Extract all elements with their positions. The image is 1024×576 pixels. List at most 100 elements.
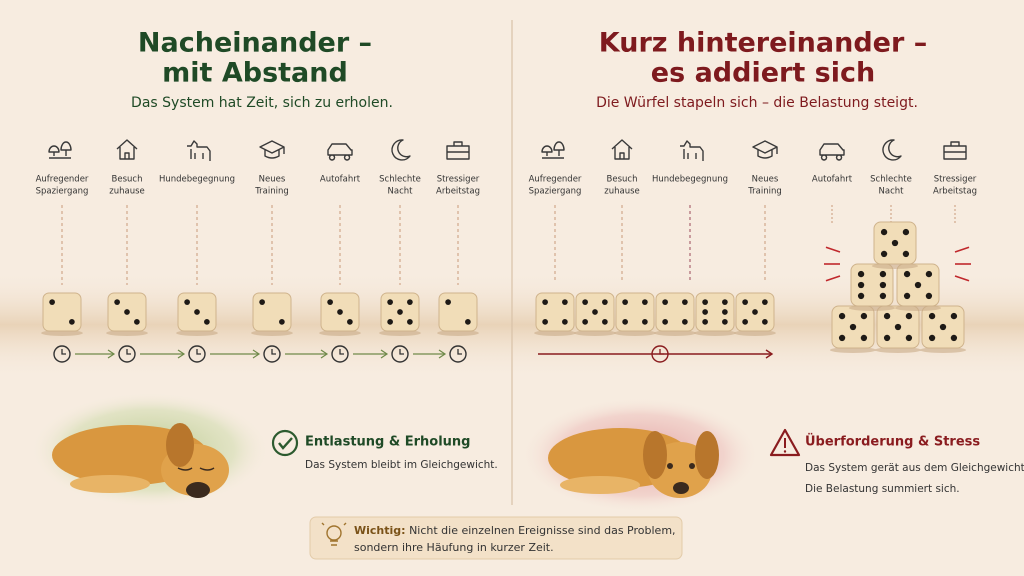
die-pip — [622, 299, 628, 305]
event-label: Stressiger — [437, 175, 480, 185]
clock-hands — [126, 349, 131, 355]
die-pip — [184, 299, 190, 305]
event-label: Neues — [259, 175, 286, 185]
die-body — [42, 292, 82, 332]
die-pip — [279, 319, 285, 325]
event-label: Spaziergang — [36, 187, 89, 197]
die-pip — [114, 299, 120, 305]
dog-relaxed — [52, 423, 229, 498]
arrow-head — [107, 349, 116, 359]
die-pip — [722, 299, 728, 305]
event-label: Aufregender — [529, 175, 582, 185]
clock — [118, 345, 136, 363]
event-label: Autofahrt — [812, 175, 853, 185]
die-pip — [602, 319, 608, 325]
die — [574, 292, 616, 336]
icon-stroke — [882, 139, 902, 161]
result-title: Entlastung & Erholung — [305, 435, 470, 450]
die-pip — [327, 299, 333, 305]
die-pip — [762, 299, 768, 305]
die — [848, 263, 896, 311]
arrow-head — [380, 349, 389, 359]
die-pip — [879, 270, 887, 278]
die-pip — [891, 239, 899, 247]
die-pip — [880, 250, 888, 258]
die-body — [655, 292, 695, 332]
die-pip — [407, 299, 413, 305]
die-pip — [49, 299, 55, 305]
event-label: Besuch — [112, 175, 143, 185]
die-pip — [752, 309, 758, 315]
clock-hands — [271, 349, 276, 355]
die-pip — [582, 299, 588, 305]
event-label: Training — [747, 187, 782, 197]
event-icon — [752, 140, 778, 159]
die-pip — [602, 299, 608, 305]
die-pip — [950, 334, 958, 342]
event-label: Nacht — [388, 187, 414, 197]
event-icon — [611, 139, 633, 160]
die — [534, 292, 576, 336]
die-pip — [397, 309, 403, 315]
die-pip — [838, 312, 846, 320]
result-text: Das System bleibt im Gleichgewicht. — [305, 459, 498, 471]
event-label: Aufregender — [36, 175, 89, 185]
die-pip — [883, 334, 891, 342]
icon-stroke — [187, 140, 211, 161]
event-label: Hundebegegnung — [159, 175, 235, 185]
die-body — [535, 292, 575, 332]
left-subtitle: Das System hat Zeit, sich zu erholen. — [131, 95, 393, 111]
die — [829, 305, 877, 353]
note-text: sondern ihre Häufung in kurzer Zeit. — [354, 541, 554, 554]
die-pip — [622, 319, 628, 325]
bulb-icon — [321, 522, 347, 546]
die-pip — [838, 334, 846, 342]
stress-ray — [825, 246, 841, 253]
event-label: Neues — [752, 175, 779, 185]
die-pip — [762, 319, 768, 325]
event-icon — [327, 143, 353, 161]
clock-hands — [61, 349, 66, 355]
die-pip — [337, 309, 343, 315]
event-icon — [391, 139, 411, 161]
warning-icon — [769, 428, 801, 457]
event-icon — [943, 141, 967, 160]
icon-stroke — [116, 139, 138, 160]
die — [734, 292, 776, 336]
icon-stroke — [752, 140, 778, 159]
die-pip — [387, 319, 393, 325]
clock-hands — [196, 349, 201, 355]
die-pip — [662, 299, 668, 305]
die-pip — [925, 292, 933, 300]
die-pip — [702, 309, 708, 315]
event-label: zuhause — [109, 187, 145, 197]
die — [319, 292, 361, 336]
die-pip — [642, 299, 648, 305]
event-label: Schlechte — [379, 175, 421, 185]
die-pip — [857, 270, 865, 278]
die-pip — [582, 319, 588, 325]
die — [654, 292, 696, 336]
die-pip — [562, 299, 568, 305]
die-pip — [562, 319, 568, 325]
die-pip — [879, 281, 887, 289]
clock — [331, 345, 349, 363]
event-icon — [187, 140, 211, 161]
event-icon — [819, 143, 845, 161]
die-pip — [387, 299, 393, 305]
die — [894, 263, 942, 311]
die-pip — [742, 319, 748, 325]
die-pip — [347, 319, 353, 325]
dog-stressed — [548, 428, 719, 498]
die — [871, 221, 919, 269]
event-label: Hundebegegnung — [652, 175, 728, 185]
die-pip — [407, 319, 413, 325]
die-pip — [903, 292, 911, 300]
die-pip — [857, 281, 865, 289]
icon-stroke — [446, 141, 470, 160]
stress-ray — [954, 275, 970, 282]
arrow-head — [252, 349, 261, 359]
event-icon — [446, 141, 470, 160]
event-icon — [541, 141, 565, 159]
die-pip — [134, 319, 140, 325]
